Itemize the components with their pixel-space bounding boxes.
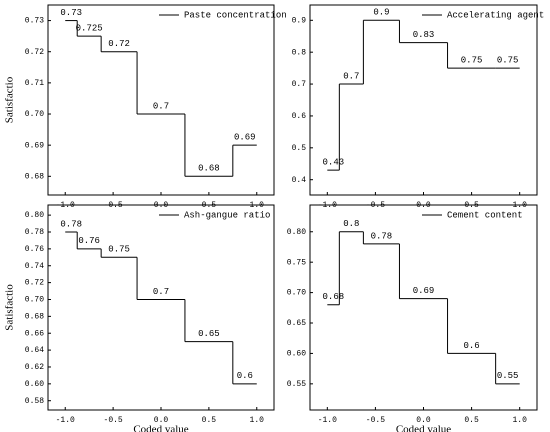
y-tick-label: 0.80: [287, 228, 306, 237]
y-tick-label: 0.58: [25, 397, 44, 406]
y-axis-label: Satisfactio: [4, 76, 16, 123]
legend-label: Cement content: [447, 210, 523, 220]
data-label: 0.68: [198, 164, 220, 174]
data-label: 0.72: [108, 39, 130, 49]
y-tick-label: 0.70: [287, 289, 306, 298]
y-tick-label: 0.72: [25, 48, 44, 57]
data-label: 0.69: [234, 133, 256, 143]
x-tick-label: -0.5: [366, 201, 385, 210]
legend-label: Ash-gangue ratio: [184, 210, 270, 220]
data-label: 0.6: [463, 341, 479, 351]
y-tick-label: 0.60: [25, 380, 44, 389]
y-tick-label: 0.66: [25, 329, 44, 338]
data-label: 0.69: [413, 286, 435, 296]
y-tick-label: 0.7: [292, 80, 307, 89]
x-tick-label: -1.0: [318, 201, 337, 210]
x-tick-label: 1.0: [250, 201, 265, 210]
x-tick-label: -1.0: [56, 416, 75, 425]
data-label: 0.725: [76, 24, 103, 34]
data-label: 0.73: [60, 8, 82, 18]
legend-label: Accelerating agent: [447, 10, 544, 20]
x-tick-label: 0.5: [202, 201, 217, 210]
y-tick-label: 0.6: [292, 112, 307, 121]
data-label: 0.83: [413, 30, 435, 40]
y-tick-label: 0.70: [25, 110, 44, 119]
x-tick-label: 0.0: [154, 201, 169, 210]
y-tick-label: 0.68: [25, 172, 44, 181]
data-label: 0.7: [153, 287, 169, 297]
data-label: 0.75: [108, 245, 130, 255]
x-tick-label: -0.5: [104, 416, 123, 425]
x-tick-label: 0.0: [416, 201, 431, 210]
data-label: 0.55: [497, 371, 519, 381]
y-tick-label: 0.8: [292, 48, 307, 57]
data-label: 0.7: [343, 71, 359, 81]
x-tick-label: 0.5: [464, 201, 479, 210]
y-tick-label: 0.65: [287, 319, 306, 328]
y-tick-label: 0.78: [25, 228, 44, 237]
data-label: 0.75: [497, 55, 519, 65]
data-label: 0.76: [78, 236, 100, 246]
y-tick-label: 0.55: [287, 380, 306, 389]
data-label: 0.43: [323, 158, 345, 168]
y-tick-label: 0.62: [25, 363, 44, 372]
data-label: 0.65: [198, 329, 220, 339]
x-tick-label: -0.5: [104, 201, 123, 210]
data-label: 0.78: [371, 231, 393, 241]
y-tick-label: 0.71: [25, 79, 44, 88]
data-label: 0.78: [60, 219, 82, 229]
legend-label: Paste concentration: [184, 10, 287, 20]
x-tick-label: 1.0: [512, 416, 527, 425]
y-tick-label: 0.70: [25, 296, 44, 305]
y-tick-label: 0.64: [25, 346, 44, 355]
y-tick-label: 0.4: [292, 176, 307, 185]
x-tick-label: 1.0: [250, 416, 265, 425]
y-tick-label: 0.9: [292, 16, 307, 25]
data-label: 0.8: [343, 219, 359, 229]
y-tick-label: 0.60: [287, 350, 306, 359]
y-tick-label: 0.74: [25, 262, 44, 271]
x-axis-label: Coded value: [133, 424, 188, 432]
y-tick-label: 0.72: [25, 279, 44, 288]
data-label: 0.68: [323, 292, 345, 302]
y-tick-label: 0.68: [25, 312, 44, 321]
x-tick-label: -1.0: [56, 201, 75, 210]
y-tick-label: 0.5: [292, 144, 307, 153]
x-tick-label: 0.5: [202, 416, 217, 425]
data-label: 0.75: [461, 55, 483, 65]
y-tick-label: 0.76: [25, 245, 44, 254]
x-axis-label: Coded value: [396, 424, 451, 432]
x-tick-label: 1.0: [512, 201, 527, 210]
y-tick-label: 0.69: [25, 141, 44, 150]
y-tick-label: 0.73: [25, 17, 44, 26]
x-tick-label: 0.0: [416, 416, 431, 425]
x-tick-label: -1.0: [318, 416, 337, 425]
x-tick-label: 0.0: [154, 416, 169, 425]
y-axis-label: Satisfactio: [4, 284, 16, 331]
y-tick-label: 0.80: [25, 211, 44, 220]
x-tick-label: 0.5: [464, 416, 479, 425]
y-tick-label: 0.75: [287, 258, 306, 267]
data-label: 0.6: [237, 371, 253, 381]
x-tick-label: -0.5: [366, 416, 385, 425]
data-label: 0.9: [373, 8, 389, 18]
data-label: 0.7: [153, 101, 169, 111]
